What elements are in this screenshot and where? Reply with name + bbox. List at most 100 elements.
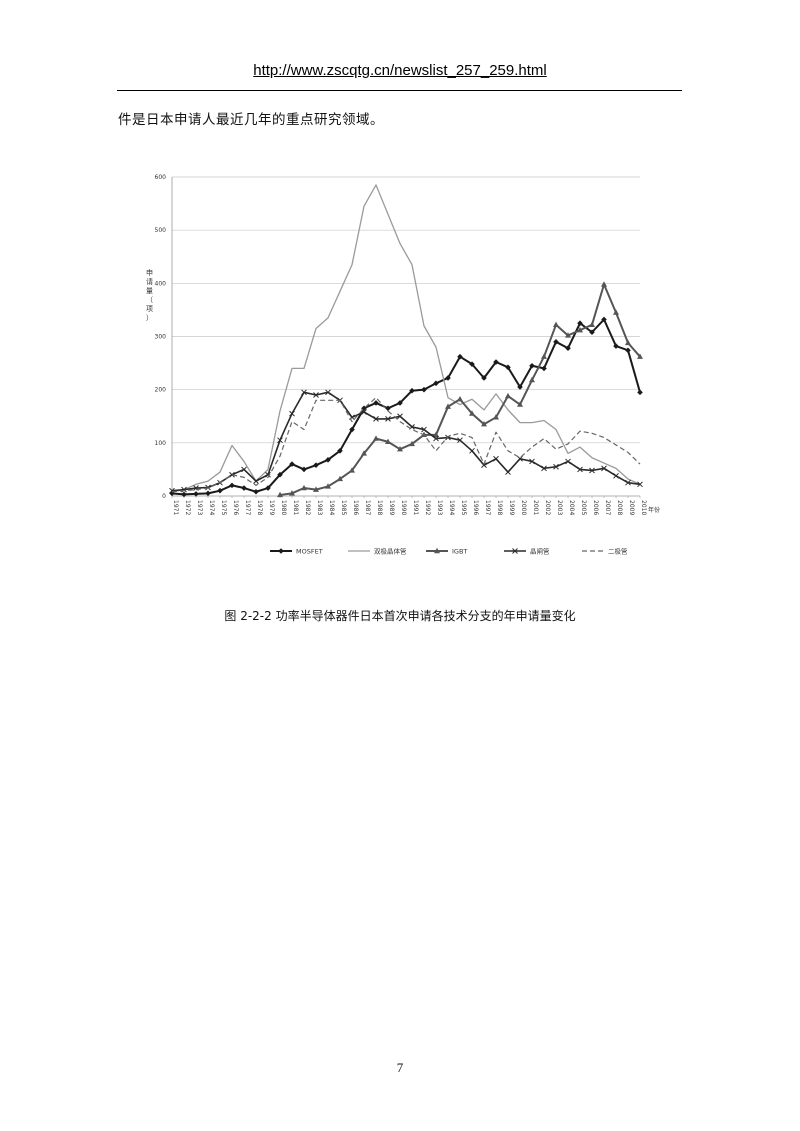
y-axis-label-char: 请 bbox=[146, 277, 153, 286]
x-axis-label: 年份 bbox=[648, 506, 660, 514]
x-tick-label: 2000 bbox=[520, 500, 527, 515]
x-tick-label: 1991 bbox=[412, 500, 419, 515]
page-number: 7 bbox=[0, 1060, 800, 1076]
data-point-x bbox=[494, 456, 499, 461]
x-tick-label: 2004 bbox=[568, 500, 575, 515]
y-tick-label: 300 bbox=[155, 334, 167, 341]
x-tick-label: 1978 bbox=[256, 500, 263, 515]
series-5 bbox=[172, 398, 640, 492]
x-tick-label: 1975 bbox=[220, 500, 227, 515]
y-axis-label: 申请量（项） bbox=[146, 268, 153, 322]
series-line bbox=[172, 392, 640, 490]
series-1 bbox=[169, 317, 643, 498]
data-point-diamond bbox=[205, 491, 211, 497]
data-point-triangle bbox=[625, 340, 631, 345]
y-tick-label: 100 bbox=[155, 440, 167, 447]
x-tick-label: 1981 bbox=[292, 500, 299, 515]
intro-paragraph: 件是日本申请人最近几年的重点研究领域。 bbox=[118, 108, 384, 128]
data-point-triangle bbox=[505, 393, 511, 398]
x-tick-label: 1980 bbox=[280, 500, 287, 515]
legend-item: 晶闸管 bbox=[504, 546, 550, 555]
data-point-diamond bbox=[253, 489, 259, 495]
x-tick-label: 1986 bbox=[352, 500, 359, 515]
data-point-diamond bbox=[301, 467, 307, 473]
y-tick-labels: 0 100 200 300 400 500 600 bbox=[155, 174, 167, 500]
data-point-triangle bbox=[589, 322, 595, 327]
y-axis-label-char: （ bbox=[146, 296, 153, 304]
x-tick-label: 1977 bbox=[244, 500, 251, 515]
data-point-diamond bbox=[241, 485, 247, 491]
x-tick-label: 1983 bbox=[316, 500, 323, 515]
x-tick-label: 2010 bbox=[640, 500, 647, 515]
x-tick-label: 1997 bbox=[484, 500, 491, 515]
y-axis-label-char: 量 bbox=[146, 287, 153, 295]
legend-label: IGBT bbox=[452, 547, 467, 555]
data-point-x bbox=[254, 479, 259, 484]
data-point-triangle bbox=[601, 281, 607, 286]
data-point-triangle bbox=[541, 354, 547, 359]
x-tick-label: 1996 bbox=[472, 500, 479, 515]
legend-item: MOSFET bbox=[270, 547, 323, 555]
legend-label: 晶闸管 bbox=[530, 546, 550, 555]
header-url-link[interactable]: http://www.zscqtg.cn/newslist_257_259.ht… bbox=[0, 62, 800, 79]
series-3 bbox=[277, 281, 643, 497]
x-tick-label: 1974 bbox=[208, 500, 215, 515]
x-tick-label: 1998 bbox=[496, 500, 503, 515]
y-tick-label: 200 bbox=[155, 387, 167, 394]
y-tick-label: 500 bbox=[155, 227, 167, 234]
series-4 bbox=[170, 390, 643, 493]
data-point-triangle bbox=[373, 435, 379, 440]
x-tick-label: 1979 bbox=[268, 500, 275, 515]
legend-item: IGBT bbox=[426, 547, 467, 555]
x-tick-label: 1984 bbox=[328, 500, 335, 515]
x-tick-label: 1976 bbox=[232, 500, 239, 515]
x-tick-label: 2008 bbox=[616, 500, 623, 515]
x-tick-label: 2005 bbox=[580, 500, 587, 515]
y-axis-label-char: 申 bbox=[146, 268, 153, 277]
data-point-x bbox=[506, 470, 511, 475]
y-tick-label: 0 bbox=[162, 493, 166, 500]
x-tick-label: 1999 bbox=[508, 500, 515, 515]
x-tick-labels: 1971 1972 1973 1974 1975 1976 1977 1978 1979 1980… bbox=[172, 500, 647, 515]
x-tick-label: 1994 bbox=[448, 500, 455, 515]
legend-label: 双极晶体管 bbox=[374, 546, 407, 555]
chart-gridlines bbox=[172, 177, 640, 443]
data-point-x bbox=[614, 473, 619, 478]
y-tick-label: 400 bbox=[155, 280, 167, 287]
x-tick-label: 1985 bbox=[340, 500, 347, 515]
data-point-x bbox=[470, 448, 475, 453]
x-tick-label: 1993 bbox=[436, 500, 443, 515]
y-tick-label: 600 bbox=[155, 174, 167, 181]
data-point-diamond bbox=[625, 348, 631, 354]
x-tick-label: 1971 bbox=[172, 500, 179, 515]
x-tick-label: 1973 bbox=[196, 500, 203, 515]
chart-series bbox=[169, 185, 643, 497]
chart-legend: MOSFET 双极晶体管 IGBT 晶闸管 二极管 bbox=[270, 546, 628, 555]
data-point-diamond bbox=[637, 390, 643, 396]
x-tick-label: 1992 bbox=[424, 500, 431, 515]
x-tick-label: 2009 bbox=[628, 500, 635, 515]
y-axis-label-char: ） bbox=[146, 314, 153, 322]
x-tick-label: 2003 bbox=[556, 500, 563, 515]
y-axis-label-char: 项 bbox=[146, 305, 153, 313]
x-tick-label: 1988 bbox=[376, 500, 383, 515]
legend-label: MOSFET bbox=[296, 547, 323, 555]
x-tick-label: 1972 bbox=[184, 500, 191, 515]
x-tick-label: 1990 bbox=[400, 500, 407, 515]
data-point-diamond bbox=[278, 548, 284, 554]
x-tick-label: 2007 bbox=[604, 500, 611, 515]
x-tick-label: 1995 bbox=[460, 500, 467, 515]
x-tick-label: 1987 bbox=[364, 500, 371, 515]
data-point-triangle bbox=[457, 396, 463, 401]
x-tick-label: 2001 bbox=[532, 500, 539, 515]
x-tick-label: 1982 bbox=[304, 500, 311, 515]
x-tick-label: 1989 bbox=[388, 500, 395, 515]
legend-label: 二极管 bbox=[608, 546, 628, 555]
figure-caption: 图 2-2-2 功率半导体器件日本首次申请各技术分支的年申请量变化 bbox=[0, 607, 800, 624]
line-chart: 0 100 200 300 400 500 600 1971 1972 1973 1974 1975… bbox=[130, 165, 670, 565]
x-tick-label: 2002 bbox=[544, 500, 551, 515]
x-tick-label: 2006 bbox=[592, 500, 599, 515]
legend-item: 双极晶体管 bbox=[348, 546, 407, 555]
header-divider bbox=[117, 90, 682, 91]
legend-item: 二极管 bbox=[582, 546, 628, 555]
